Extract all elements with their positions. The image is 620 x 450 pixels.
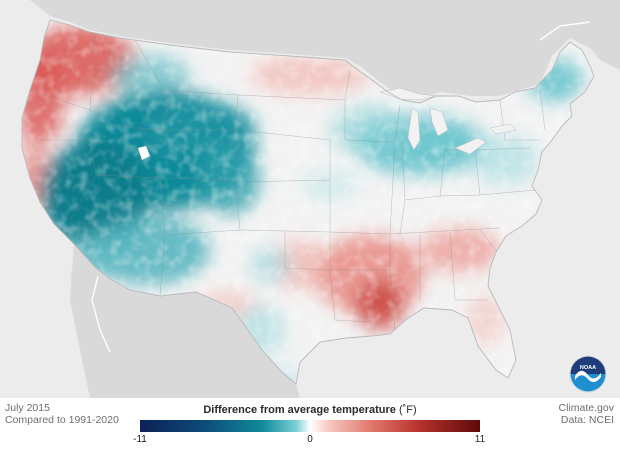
map-period: July 2015 [5, 402, 50, 414]
legend-zero-label: 0 [307, 434, 313, 445]
source-site: Climate.gov [558, 402, 614, 414]
baseline-period: Compared to 1991-2020 [5, 414, 119, 426]
legend-color-bar [140, 420, 480, 432]
great-lakes [137, 87, 517, 161]
ocean-lines [91, 21, 591, 353]
temperature-anomaly-map [0, 0, 620, 398]
footer: July 2015 Compared to 1991-2020 Differen… [0, 398, 620, 450]
legend-title: Difference from average temperature (˚F) [140, 404, 480, 416]
legend-min-label: -11 [133, 434, 147, 445]
legend-unit: (˚F) [398, 404, 417, 416]
noaa-logo-text: NOAA [580, 365, 596, 371]
noaa-logo-icon: NOAA [569, 355, 607, 393]
mexico-land [70, 244, 300, 398]
data-source: Data: NCEI [560, 414, 614, 426]
canada-land [0, 0, 620, 98]
legend-title-text: Difference from average temperature [203, 404, 396, 416]
legend-max-label: 11 [474, 434, 486, 445]
